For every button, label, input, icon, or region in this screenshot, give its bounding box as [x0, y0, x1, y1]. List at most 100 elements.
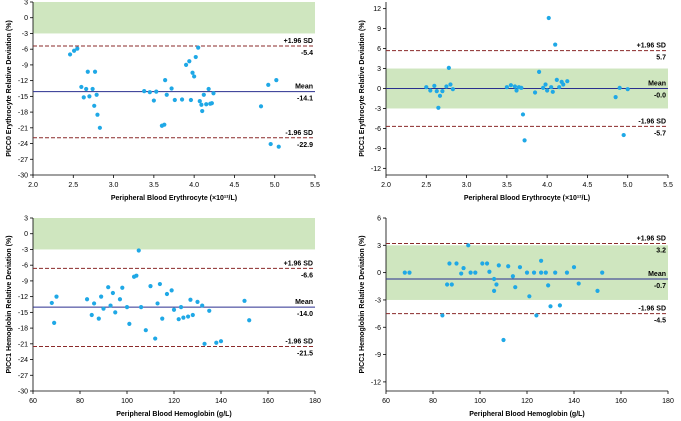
x-tick-label: 100: [121, 398, 133, 405]
data-point: [276, 144, 281, 149]
x-axis-title: Peripheral Blood Hemoglobin (g/L): [469, 411, 585, 418]
x-tick-label: 100: [474, 398, 486, 405]
y-tick-label: 3: [24, 0, 28, 7]
data-point: [565, 79, 570, 84]
acceptance-band: [33, 218, 315, 250]
data-point: [446, 65, 451, 70]
data-point: [402, 270, 407, 275]
y-tick-label: -12: [371, 379, 381, 386]
x-tick-label: 80: [76, 398, 84, 405]
data-point: [90, 86, 95, 92]
y-tick-label: -6: [22, 263, 28, 270]
data-point: [67, 52, 73, 57]
data-point: [484, 261, 490, 266]
data-point: [84, 297, 90, 302]
y-tick-label: 0: [24, 231, 28, 238]
data-point: [94, 92, 99, 97]
data-point: [613, 95, 618, 100]
y-tick-label: -30: [18, 389, 28, 396]
data-point: [199, 102, 204, 107]
x-tick-label: 160: [262, 398, 274, 405]
chart-panel-4: 6 3 0 -3 -6 -9 -12 60 80 100 120 140 160 180 +1.96 SD 3…: [359, 216, 674, 419]
upper-limit-label: +1.96 SD: [637, 43, 666, 50]
x-axis-title: Peripheral Blood Erythrocyte (×10¹²/L): [464, 195, 590, 202]
data-point: [172, 97, 177, 103]
data-point: [169, 86, 174, 91]
data-point: [532, 90, 538, 95]
data-point: [536, 69, 542, 74]
data-point: [155, 301, 160, 306]
lower-limit-value: -22.9: [297, 142, 313, 149]
data-point: [541, 85, 546, 90]
data-point: [147, 90, 152, 95]
upper-limit-value: 5.7: [656, 55, 666, 62]
mean-label: Mean: [295, 299, 313, 306]
data-point: [543, 270, 548, 275]
y-tick-label: -3: [375, 106, 381, 113]
data-point: [461, 265, 466, 271]
data-point: [183, 62, 189, 68]
data-point: [92, 301, 97, 306]
data-point: [546, 15, 551, 21]
data-point: [436, 105, 441, 110]
data-point: [195, 299, 200, 304]
data-point: [176, 317, 181, 322]
y-tick-label: -3: [22, 247, 28, 254]
data-point: [179, 97, 185, 102]
y-tick-label: 0: [377, 270, 381, 277]
data-point: [553, 270, 558, 275]
x-tick-label: 4.5: [230, 182, 240, 189]
data-point: [424, 85, 429, 90]
y-tick-label: -6: [375, 325, 381, 332]
y-tick-label: 3: [377, 66, 381, 73]
data-point: [496, 263, 501, 268]
data-point: [108, 303, 113, 308]
data-point: [517, 265, 523, 270]
data-point: [81, 95, 86, 100]
data-point: [621, 132, 626, 138]
y-tick-label: -9: [375, 146, 381, 153]
x-tick-label: 3.0: [109, 182, 119, 189]
data-point: [242, 298, 247, 303]
data-point: [87, 94, 92, 99]
data-point: [200, 303, 205, 308]
data-point: [96, 316, 101, 321]
data-point: [449, 282, 454, 287]
data-point: [188, 97, 194, 103]
y-tick-label: -9: [22, 62, 28, 69]
x-tick-label: 140: [568, 398, 580, 405]
data-point: [506, 264, 511, 269]
x-tick-label: 120: [168, 398, 180, 405]
data-point: [576, 281, 581, 286]
data-point: [124, 305, 130, 310]
y-tick-label: -24: [18, 141, 28, 148]
data-point: [202, 341, 207, 346]
y-axis-title: PICC1 Hemoglobin Relative Deviation (%): [359, 235, 366, 373]
data-point: [54, 294, 59, 299]
x-tick-label: 60: [29, 398, 37, 405]
y-tick-label: 12: [373, 6, 381, 13]
y-tick-label: 3: [377, 243, 381, 250]
data-point: [188, 297, 193, 302]
data-point: [494, 282, 499, 287]
data-point: [197, 98, 202, 104]
y-tick-label: -3: [375, 297, 381, 304]
data-point: [95, 112, 100, 117]
data-point: [201, 92, 206, 97]
y-tick-label: -18: [18, 110, 28, 117]
data-point: [428, 88, 433, 93]
data-point: [171, 307, 177, 312]
x-tick-label: 5.5: [310, 182, 320, 189]
data-point: [527, 294, 532, 299]
x-tick-label: 2.5: [421, 182, 431, 189]
data-point: [266, 82, 271, 87]
data-point: [501, 337, 506, 343]
data-point: [617, 85, 622, 90]
data-point: [79, 84, 84, 90]
x-tick-label: 60: [382, 398, 390, 405]
data-point: [101, 306, 106, 311]
data-point: [169, 288, 174, 293]
data-point: [466, 243, 471, 248]
data-point: [550, 89, 555, 94]
